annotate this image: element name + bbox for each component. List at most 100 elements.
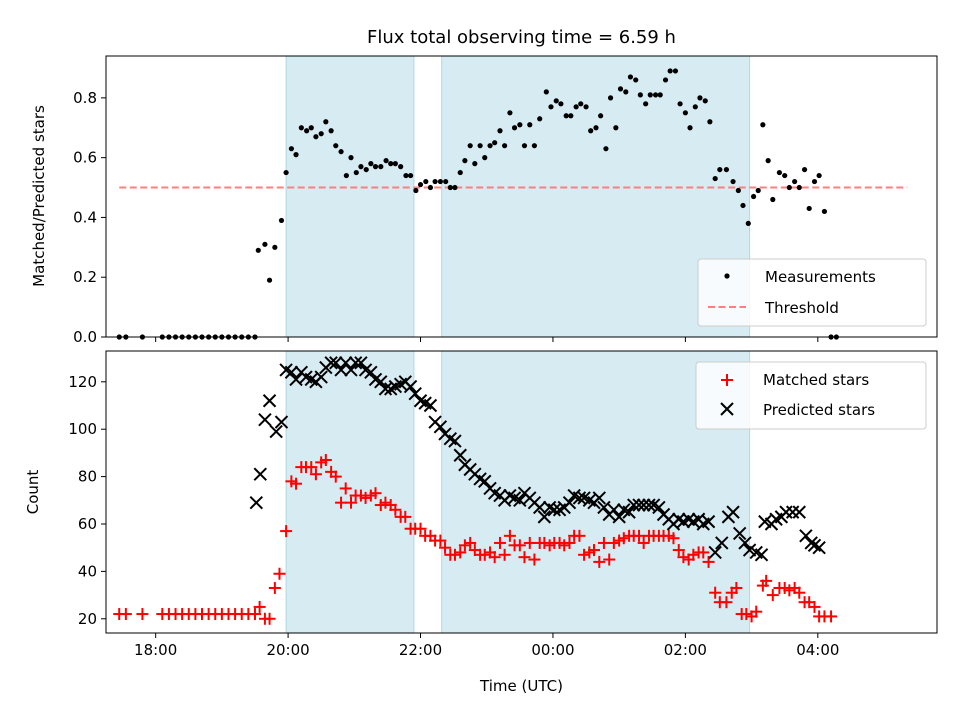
measurement-point [353,169,359,176]
predicted-star-point [652,500,666,515]
measurement-point [801,166,808,173]
matched-star-point [498,548,511,561]
y-tick-label: 0.2 [73,268,97,286]
measurement-point [348,155,354,161]
measurement-point [413,187,419,194]
matched-star-point [329,470,342,483]
matched-star-point [488,551,501,564]
bottom-y-ticks: 20 40 60 80 100 120 [68,373,106,628]
top-y-axis-label: Matched/Predicted stars [30,105,48,287]
measurement-point [682,110,688,116]
measurement-point [527,122,533,128]
measurement-point [507,110,513,116]
predicted-star-point [249,495,264,510]
measurement-point [511,125,518,131]
predicted-star-point [329,356,343,370]
y-tick-label: 20 [78,610,97,628]
predicted-star-point [537,510,552,524]
measurement-point [816,172,822,179]
bottom-y-axis-label: Count [24,470,42,515]
y-tick-label: 0.6 [73,149,97,167]
measurement-point [278,217,285,224]
matched-star-point [253,600,266,613]
matched-star-point [578,548,591,561]
measurement-point [388,161,394,167]
y-tick-label: 40 [78,562,97,580]
predicted-star-point [403,379,418,394]
matched-star-point [339,482,352,495]
measurement-point [765,158,771,164]
predicted-star-point [738,536,752,550]
matched-star-point [493,536,506,549]
measurement-point [623,89,629,95]
measurement-point [637,92,643,98]
matched-star-point [464,536,477,549]
y-tick-label: 0.0 [73,328,97,346]
y-tick-label: 100 [68,420,97,438]
legend-threshold-label: Threshold [764,299,839,317]
predicted-star-point [274,415,289,429]
legend-matched-marker [721,374,733,386]
measurement-point [293,152,299,158]
matched-star-point [766,589,779,602]
matched-star-point [783,584,796,597]
measurement-point [750,193,757,200]
predicted-star-point [433,420,448,434]
measurement-point [543,89,549,95]
matched-star-point [740,608,753,621]
matched-star-point [720,596,733,609]
matched-star-point [687,548,700,561]
measurement-point [437,178,443,185]
predicted-star-point [314,370,328,384]
measurement-point [328,128,334,134]
matched-star-point [248,608,261,621]
measurement-point [497,128,503,134]
y-tick-label: 80 [78,468,97,486]
measurement-point [548,104,554,110]
measurement-point [806,205,812,212]
matched-star-point [305,461,318,474]
measurement-point [432,178,438,185]
predicted-star-point [448,434,462,448]
bottom-panel: 18:00 20:00 22:00 00:00 02:00 04:00 20 40 60 80 1… [24,350,938,695]
measurement-point [692,104,698,110]
measurement-point [403,172,409,179]
top-legend: Measurements Threshold [697,258,927,327]
top-shaded-intervals [285,55,751,338]
predicted-star-point [792,505,806,519]
measurement-point [262,241,268,247]
measurement-point [593,125,599,131]
predicted-star-point [607,503,621,517]
measurement-point [358,164,364,170]
top-panel: 0.00.20.40.60.8 Matched/Predicted stars … [30,55,938,346]
y-tick-label: 0.8 [73,89,97,107]
matched-star-point [793,586,806,599]
predicted-star-point [726,505,740,519]
predicted-star-point [338,356,353,370]
predicted-star-point [423,398,438,413]
predicted-star-point [732,526,747,541]
measurement-point [323,119,329,125]
measurement-point [583,104,589,110]
predicted-star-point [627,498,641,512]
matched-star-point [389,503,402,516]
predicted-star-point [597,500,611,515]
measurement-point [308,125,314,131]
x-axis-label: Time (UTC) [479,677,563,695]
matched-star-point [518,551,531,564]
predicted-star-point [374,375,388,389]
matched-star-point [603,553,616,566]
predicted-star-point [344,363,358,377]
matched-star-point [119,608,132,621]
measurement-point [283,169,289,176]
measurement-point [392,161,398,167]
matched-star-point [637,536,650,549]
measurement-point [740,202,746,209]
x-tick-label: 18:00 [134,641,177,659]
measurement-point [553,98,559,104]
measurement-point [782,172,788,179]
measurement-point [472,161,478,167]
measurement-point [462,158,468,164]
measurement-point [652,92,659,98]
